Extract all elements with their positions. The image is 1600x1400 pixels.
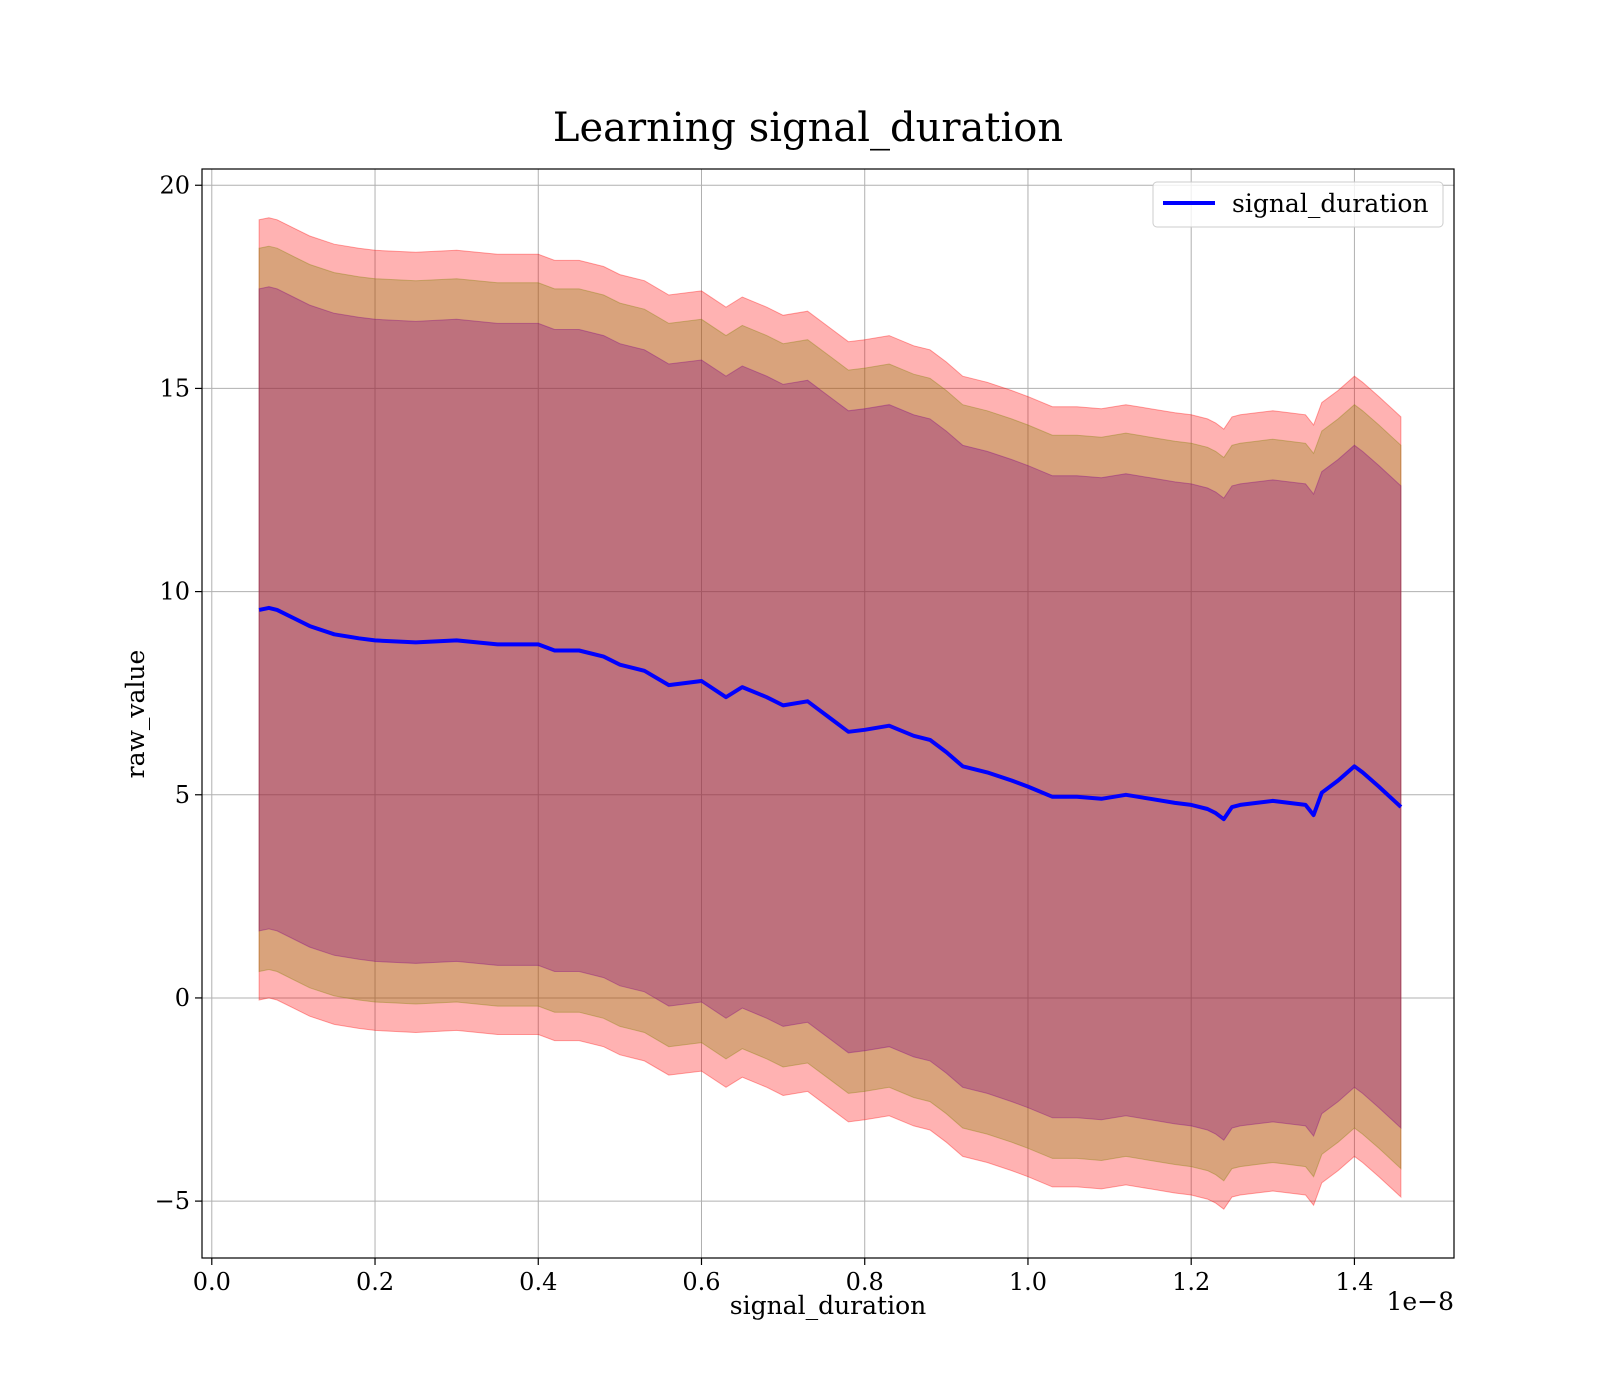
x-axis-label: signal_duration xyxy=(730,1291,926,1320)
std-band xyxy=(258,245,1402,1182)
chart-title: Learning signal_duration xyxy=(553,105,1063,151)
y-axis-label: raw_value xyxy=(121,650,150,779)
y-tick-label: −5 xyxy=(155,1187,190,1215)
y-axis-ticks: −5 0 5 10 15 20 xyxy=(155,171,202,1215)
x-tick-label: 0.2 xyxy=(356,1268,394,1296)
series-line xyxy=(258,605,1403,822)
confidence-bands xyxy=(258,217,1402,1210)
y-tick-label: 5 xyxy=(175,781,190,809)
std-band xyxy=(258,217,1402,1210)
x-tick-label: 1.4 xyxy=(1335,1268,1373,1296)
legend-label: signal_duration xyxy=(1232,189,1428,218)
x-tick-label: 0.0 xyxy=(193,1268,231,1296)
plot-frame xyxy=(201,168,1455,1259)
x-axis-offset-label: 1e−8 xyxy=(1386,1287,1454,1316)
y-tick-label: 15 xyxy=(159,374,190,402)
x-tick-label: 1.2 xyxy=(1172,1268,1210,1296)
x-tick-label: 0.8 xyxy=(846,1268,884,1296)
legend: signal_duration xyxy=(1152,181,1444,228)
y-tick-label: 0 xyxy=(175,984,190,1012)
legend-box xyxy=(1152,181,1444,228)
std-band xyxy=(258,286,1402,1141)
y-tick-label: 20 xyxy=(159,171,190,199)
x-tick-label: 1.0 xyxy=(1009,1268,1047,1296)
y-tick-label: 10 xyxy=(159,578,190,606)
x-axis-ticks: 0.0 0.2 0.4 0.6 0.8 1.0 1.2 1.4 xyxy=(193,1258,1374,1296)
series-lines xyxy=(258,605,1403,822)
x-tick-label: 0.4 xyxy=(519,1268,557,1296)
x-tick-label: 0.6 xyxy=(682,1268,720,1296)
